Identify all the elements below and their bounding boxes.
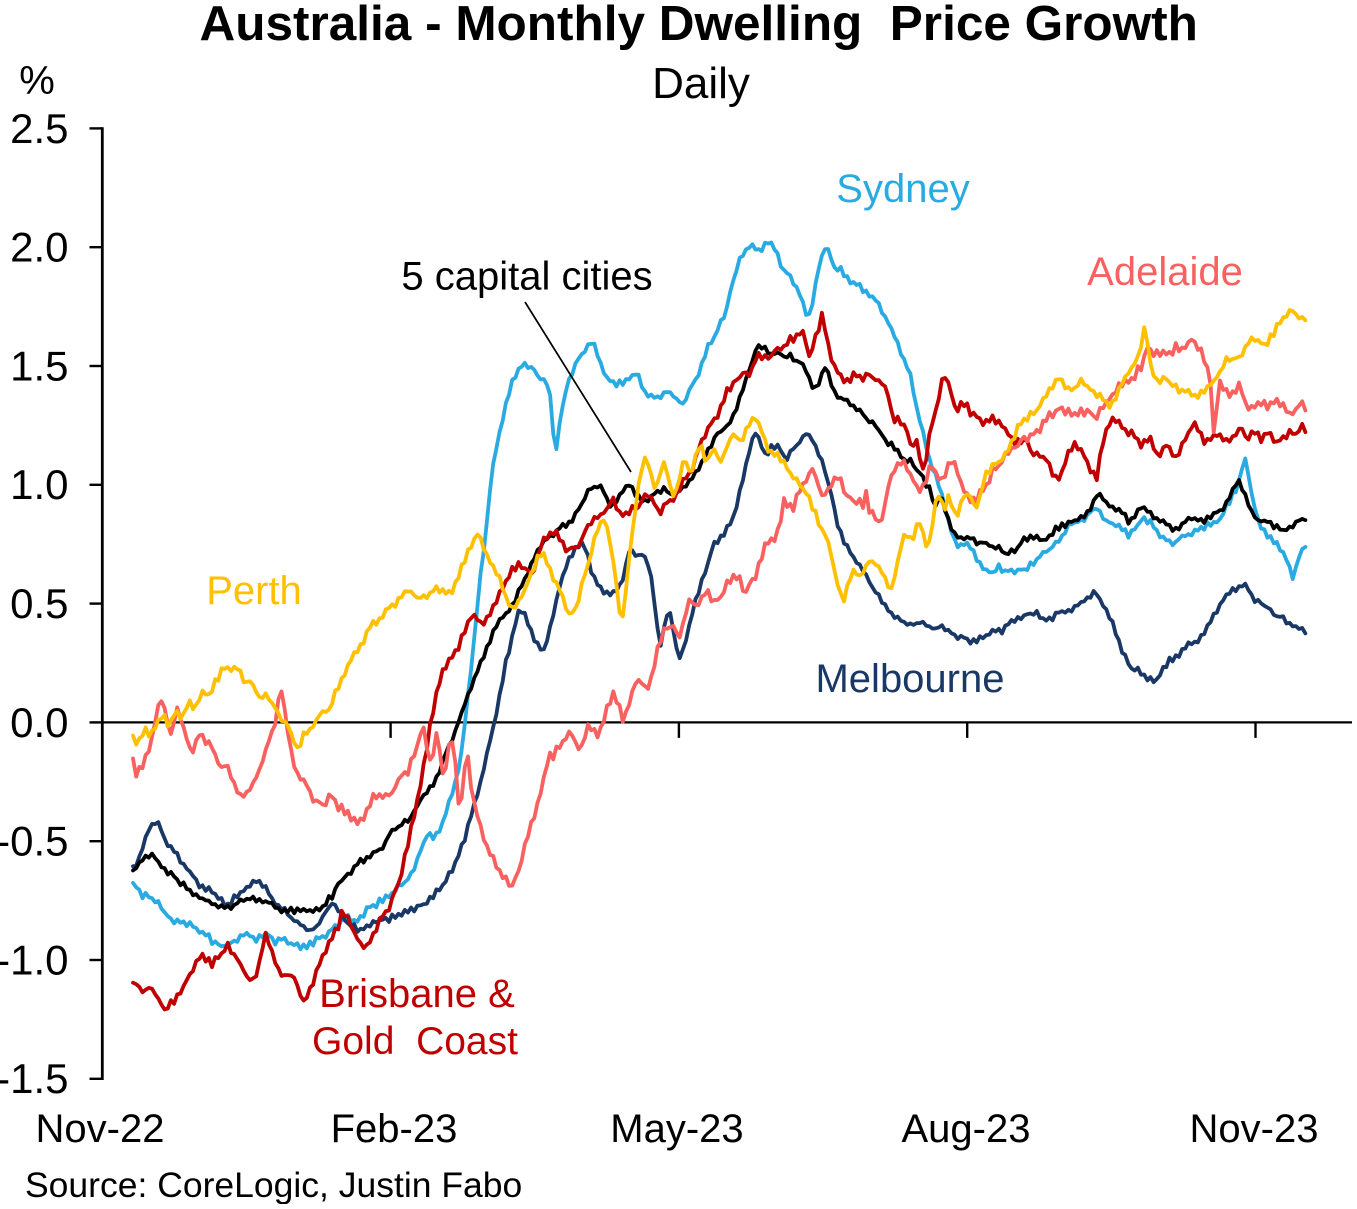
svg-text:Daily: Daily (652, 59, 750, 108)
svg-text:1.5: 1.5 (10, 342, 68, 389)
svg-text:Australia - Monthly Dwelling: Australia - Monthly Dwelling Price Growt… (200, 0, 1198, 51)
svg-text:0.5: 0.5 (10, 580, 68, 627)
svg-text:Gold Coast: Gold Coast (312, 1020, 518, 1063)
svg-text:Aug-23: Aug-23 (902, 1107, 1031, 1151)
svg-text:%: % (19, 59, 55, 103)
svg-text:-1.0: -1.0 (0, 936, 69, 983)
svg-text:Brisbane &: Brisbane & (319, 972, 515, 1016)
svg-text:0.0: 0.0 (10, 699, 68, 746)
svg-text:Nov-23: Nov-23 (1190, 1107, 1319, 1151)
svg-text:1.0: 1.0 (10, 461, 68, 508)
svg-text:-1.5: -1.5 (0, 1055, 69, 1102)
svg-text:-0.5: -0.5 (0, 818, 69, 865)
svg-text:May-23: May-23 (610, 1107, 743, 1151)
svg-text:2.5: 2.5 (10, 105, 68, 152)
svg-text:Sydney: Sydney (836, 167, 969, 211)
svg-text:5 capital cities: 5 capital cities (401, 255, 652, 299)
svg-text:Source: CoreLogic, Justin Fabo: Source: CoreLogic, Justin Fabo (25, 1165, 522, 1204)
svg-text:Feb-23: Feb-23 (331, 1107, 458, 1151)
svg-text:2.0: 2.0 (10, 224, 68, 271)
svg-text:Adelaide: Adelaide (1087, 250, 1243, 294)
svg-text:Melbourne: Melbourne (815, 657, 1004, 701)
svg-text:Nov-22: Nov-22 (36, 1107, 165, 1151)
svg-text:Perth: Perth (206, 569, 302, 613)
